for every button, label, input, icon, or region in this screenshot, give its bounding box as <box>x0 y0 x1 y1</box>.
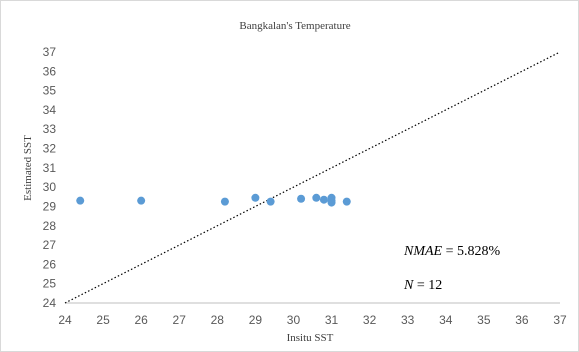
data-points <box>76 193 351 207</box>
y-tick-label: 25 <box>43 277 57 291</box>
nmae-annotation: NMAE = 5.828% <box>403 244 501 259</box>
x-tick-label: 32 <box>363 313 377 327</box>
one-to-one-reference-line <box>64 51 561 304</box>
y-axis-ticks: 24 25 26 27 28 29 30 31 32 33 34 35 36 37 <box>43 45 57 310</box>
y-tick-label: 35 <box>43 84 57 98</box>
y-tick-label: 29 <box>43 199 57 213</box>
data-point <box>327 198 336 207</box>
data-point <box>137 196 146 205</box>
x-tick-label: 26 <box>134 313 148 327</box>
data-point <box>342 197 351 206</box>
x-tick-label: 29 <box>249 313 263 327</box>
y-tick-label: 36 <box>43 64 57 78</box>
n-annotation: N = 12 <box>403 278 442 293</box>
x-tick-label: 37 <box>553 313 567 327</box>
y-tick-label: 28 <box>43 219 57 233</box>
data-point <box>312 193 321 202</box>
y-tick-label: 24 <box>43 296 57 310</box>
data-point <box>266 197 275 206</box>
chart-title: Bangkalan's Temperature <box>239 20 350 32</box>
y-tick-label: 31 <box>43 161 57 175</box>
x-tick-label: 27 <box>173 313 187 327</box>
y-tick-label: 34 <box>43 103 57 117</box>
x-axis-ticks: 24 25 26 27 28 29 30 31 32 33 34 35 36 37 <box>58 313 567 327</box>
data-point <box>220 197 229 206</box>
x-tick-label: 28 <box>211 313 225 327</box>
x-tick-label: 34 <box>439 313 453 327</box>
x-axis-title: Insitu SST <box>287 332 334 344</box>
n-label: N <box>403 278 414 293</box>
data-point <box>297 194 306 203</box>
x-tick-label: 31 <box>325 313 339 327</box>
n-value: = 12 <box>413 278 442 293</box>
x-tick-label: 35 <box>477 313 491 327</box>
x-tick-label: 24 <box>58 313 72 327</box>
y-tick-label: 32 <box>43 142 57 156</box>
x-tick-label: 25 <box>96 313 110 327</box>
y-axis-title: Estimated SST <box>22 135 34 201</box>
y-tick-label: 33 <box>43 122 57 136</box>
x-tick-label: 30 <box>287 313 301 327</box>
y-tick-label: 37 <box>43 45 57 59</box>
y-tick-label: 26 <box>43 257 57 271</box>
y-tick-label: 27 <box>43 238 57 252</box>
nmae-label: NMAE <box>403 244 443 259</box>
data-point <box>76 196 85 205</box>
data-point <box>319 195 328 204</box>
y-tick-label: 30 <box>43 180 57 194</box>
data-point <box>251 193 260 202</box>
nmae-value: = 5.828% <box>442 244 500 259</box>
x-tick-label: 36 <box>515 313 529 327</box>
x-tick-label: 33 <box>401 313 415 327</box>
